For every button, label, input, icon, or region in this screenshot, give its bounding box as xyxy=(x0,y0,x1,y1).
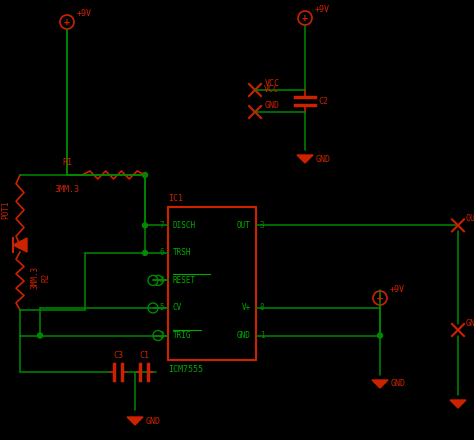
Text: 3MM.3: 3MM.3 xyxy=(55,185,80,194)
Text: GND3: GND3 xyxy=(466,319,474,327)
Text: +9V: +9V xyxy=(315,5,330,15)
Text: 3MM.3: 3MM.3 xyxy=(30,265,39,289)
Text: 6: 6 xyxy=(159,249,164,257)
Text: TRIG: TRIG xyxy=(173,331,191,340)
Text: TRSH: TRSH xyxy=(173,249,191,257)
Text: C2: C2 xyxy=(318,96,328,106)
Text: +: + xyxy=(64,17,70,27)
Text: OUT: OUT xyxy=(237,221,251,230)
Text: 8: 8 xyxy=(260,304,264,312)
Circle shape xyxy=(37,333,43,338)
Text: 4: 4 xyxy=(159,276,164,285)
Text: OUT+: OUT+ xyxy=(466,214,474,223)
Text: DISCH: DISCH xyxy=(173,221,196,230)
Text: GND: GND xyxy=(391,379,406,389)
Text: 2: 2 xyxy=(159,331,164,340)
Text: GND: GND xyxy=(237,331,251,340)
Circle shape xyxy=(143,223,147,228)
Text: +9V: +9V xyxy=(77,10,92,18)
Text: RESET: RESET xyxy=(173,276,196,285)
Text: C3: C3 xyxy=(113,351,123,360)
Text: VCC: VCC xyxy=(265,78,280,88)
Polygon shape xyxy=(13,238,27,252)
Text: GND: GND xyxy=(265,100,280,110)
Bar xyxy=(168,207,256,360)
Polygon shape xyxy=(127,417,143,425)
Polygon shape xyxy=(450,400,466,408)
Circle shape xyxy=(153,330,163,341)
Text: GND: GND xyxy=(316,154,331,164)
Polygon shape xyxy=(372,380,388,388)
Text: 7: 7 xyxy=(159,221,164,230)
Text: +9V: +9V xyxy=(390,286,405,294)
Text: IC1: IC1 xyxy=(168,194,183,203)
Text: VCC: VCC xyxy=(264,85,279,95)
Polygon shape xyxy=(297,155,313,163)
Text: 1: 1 xyxy=(260,331,264,340)
Text: 5: 5 xyxy=(159,304,164,312)
Circle shape xyxy=(148,275,158,286)
Circle shape xyxy=(377,333,383,338)
Text: CV: CV xyxy=(173,304,182,312)
Circle shape xyxy=(143,250,147,255)
Text: V+: V+ xyxy=(242,304,251,312)
Circle shape xyxy=(148,303,158,313)
Text: POT1: POT1 xyxy=(1,201,10,219)
Circle shape xyxy=(143,172,147,177)
Text: ICM7555: ICM7555 xyxy=(168,365,203,374)
Text: +: + xyxy=(302,13,308,23)
Text: GND: GND xyxy=(146,417,161,425)
Text: 3: 3 xyxy=(260,221,264,230)
Text: C1: C1 xyxy=(139,351,149,360)
Text: R1: R1 xyxy=(62,158,72,167)
Text: R2: R2 xyxy=(42,272,51,282)
Text: +: + xyxy=(377,293,383,303)
Circle shape xyxy=(153,275,163,286)
